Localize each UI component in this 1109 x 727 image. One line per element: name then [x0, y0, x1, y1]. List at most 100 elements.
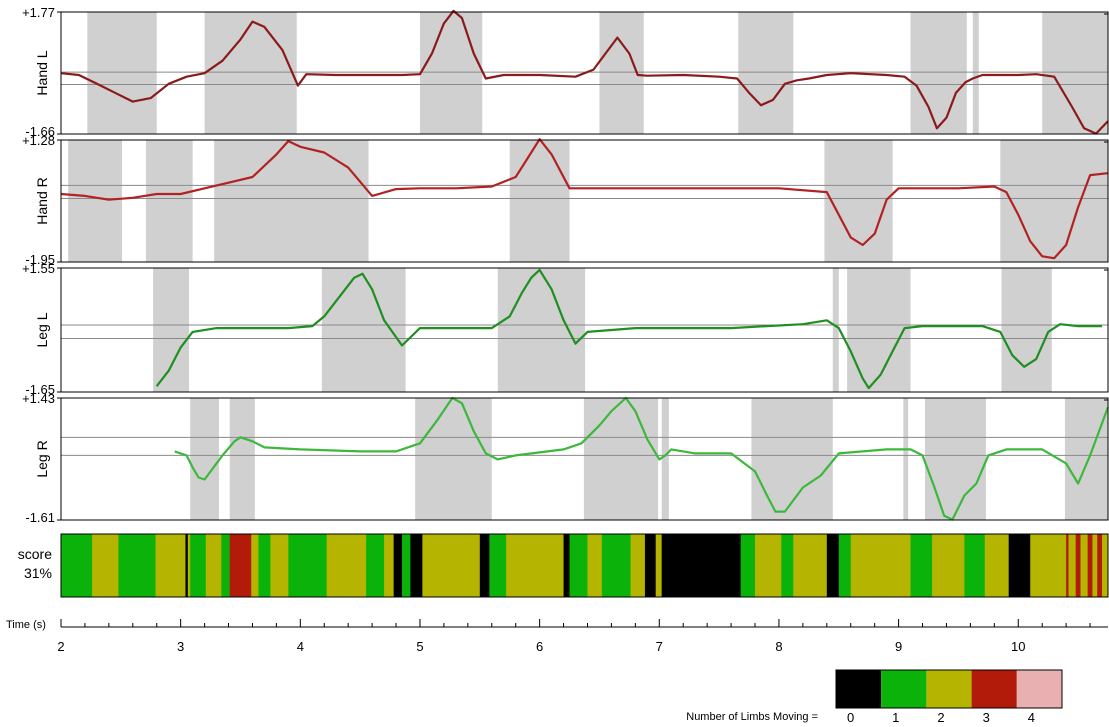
signal-line — [60, 138, 1109, 260]
legend-value: 2 — [937, 710, 944, 725]
legend-value: 0 — [847, 710, 854, 725]
score-segment — [826, 534, 840, 597]
score-segment — [155, 534, 186, 597]
panel-leg-r — [57, 396, 1109, 521]
score-label: score — [18, 546, 52, 562]
panel-hand-l — [57, 9, 1109, 135]
legend-value: 4 — [1028, 710, 1035, 725]
score-value: 31% — [24, 565, 52, 581]
score-segment — [221, 534, 231, 597]
motion-window — [910, 12, 967, 134]
legend-value: 3 — [983, 710, 990, 725]
signal-line — [60, 9, 1109, 135]
y-axis-label: Hand R — [34, 177, 50, 224]
motion-window — [419, 12, 483, 134]
legend-swatch — [926, 670, 972, 708]
motion-window — [509, 140, 570, 262]
score-segment — [190, 534, 207, 597]
score-segment — [1097, 534, 1103, 597]
motion-window — [824, 140, 893, 262]
legend-swatch — [881, 670, 927, 708]
score-segment — [187, 534, 191, 597]
panel-frame — [60, 139, 1109, 263]
motion-window — [190, 398, 219, 520]
score-segment — [1068, 534, 1077, 597]
score-segment — [655, 534, 663, 597]
score-segment — [563, 534, 571, 597]
motion-window — [751, 398, 833, 520]
score-segment — [384, 534, 395, 597]
score-segment — [288, 534, 304, 597]
score-segment — [932, 534, 965, 597]
score-segment — [587, 534, 603, 597]
score-segment — [366, 534, 385, 597]
score-segment — [61, 534, 74, 597]
motion-window — [1000, 140, 1108, 262]
panel-frame — [60, 267, 1109, 393]
motion-window — [204, 12, 297, 134]
motion-window — [1064, 398, 1108, 520]
score-segment — [489, 534, 507, 597]
score-segment — [755, 534, 782, 597]
legend-frame — [835, 669, 1063, 709]
score-segment — [886, 534, 912, 597]
score-segment — [671, 534, 742, 597]
legend — [835, 669, 1063, 709]
motion-window — [153, 268, 190, 392]
score-segment — [1075, 534, 1081, 597]
y-max-label: +1.43 — [22, 391, 55, 406]
motion-window — [661, 398, 669, 520]
score-segment — [1102, 534, 1109, 597]
score-segment — [258, 534, 271, 597]
y-min-label: -1.61 — [25, 510, 55, 525]
x-tick-label: 2 — [57, 639, 64, 654]
score-segment — [1092, 534, 1098, 597]
score-segment — [118, 534, 157, 597]
signal-line — [174, 396, 1109, 521]
motion-window — [214, 140, 369, 262]
x-tick-label: 10 — [1011, 639, 1025, 654]
motion-window — [972, 12, 979, 134]
score-segment — [661, 534, 672, 597]
motion-window — [229, 398, 255, 520]
score-segment — [72, 534, 93, 597]
motion-window — [87, 12, 157, 134]
y-max-label: +1.77 — [22, 5, 55, 20]
panel-hand-r — [57, 138, 1109, 263]
x-tick-label: 5 — [416, 639, 423, 654]
motion-window — [583, 398, 659, 520]
y-min-label: -1.95 — [25, 252, 55, 267]
score-bar — [60, 533, 1109, 598]
score-segment — [569, 534, 588, 597]
x-tick-label: 6 — [536, 639, 543, 654]
y-max-label: +1.55 — [22, 261, 55, 276]
score-segment — [410, 534, 423, 597]
motion-window — [738, 12, 794, 134]
score-segment — [910, 534, 933, 597]
x-tick-label: 7 — [656, 639, 663, 654]
motion-window — [497, 268, 586, 392]
score-segment — [1008, 534, 1031, 597]
legend-title: Number of Limbs Moving = — [686, 711, 818, 723]
score-segment — [1087, 534, 1093, 597]
score-segment — [229, 534, 252, 597]
score-segment — [185, 534, 189, 597]
signal-line — [155, 268, 1102, 390]
legend-swatch — [836, 670, 882, 708]
y-axis-label: Leg R — [34, 440, 50, 477]
legend-swatch — [1016, 670, 1062, 708]
y-axis-label: Hand L — [34, 50, 50, 95]
motion-window — [415, 398, 492, 520]
score-segment — [740, 534, 756, 597]
score-segment — [402, 534, 411, 597]
score-segment — [1066, 534, 1070, 597]
legend-swatch — [971, 670, 1017, 708]
y-max-label: +1.28 — [22, 133, 55, 148]
score-segment — [601, 534, 632, 597]
score-segment — [506, 534, 565, 597]
score-segment — [479, 534, 490, 597]
motion-window — [321, 268, 406, 392]
panel-frame — [60, 11, 1109, 135]
score-segment — [644, 534, 657, 597]
